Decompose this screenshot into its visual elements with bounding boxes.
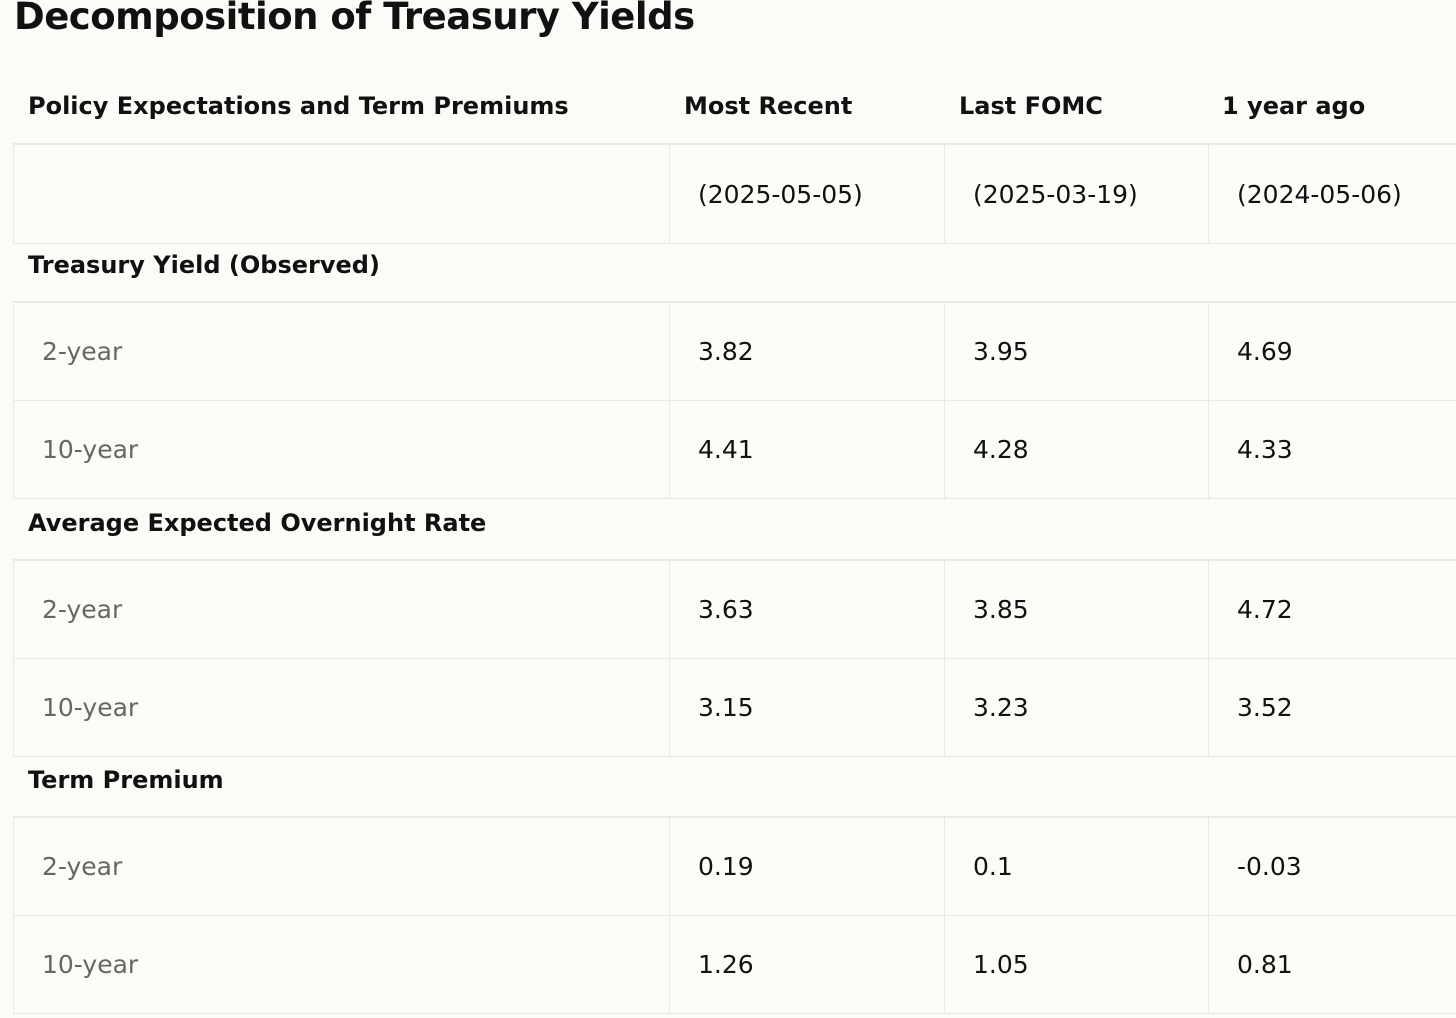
row-label: 10-year — [13, 659, 669, 756]
value-most-recent: 3.15 — [669, 659, 944, 756]
section-label-expected-overnight-rate: Average Expected Overnight Rate — [28, 509, 487, 537]
value-1-year-ago: 0.81 — [1208, 916, 1456, 1013]
value-last-fomc: 4.28 — [944, 401, 1208, 498]
column-header-1-year-ago: 1 year ago — [1222, 92, 1366, 120]
date-most-recent: (2025-05-05) — [669, 145, 944, 243]
value-last-fomc: 3.95 — [944, 303, 1208, 400]
value-1-year-ago: -0.03 — [1208, 818, 1456, 915]
section-term-premium: 2-year 0.19 0.1 -0.03 10-year 1.26 1.05 … — [13, 816, 1456, 1014]
column-header-last-fomc: Last FOMC — [959, 92, 1103, 120]
value-most-recent: 3.63 — [669, 561, 944, 658]
value-1-year-ago: 3.52 — [1208, 659, 1456, 756]
table-row: 10-year 4.41 4.28 4.33 — [13, 401, 1456, 499]
table-row: 2-year 3.82 3.95 4.69 — [13, 303, 1456, 401]
date-row-label-cell — [13, 145, 669, 243]
value-most-recent: 4.41 — [669, 401, 944, 498]
row-label: 2-year — [13, 303, 669, 400]
section-treasury-yield: 2-year 3.82 3.95 4.69 10-year 4.41 4.28 … — [13, 301, 1456, 499]
table-row: 10-year 1.26 1.05 0.81 — [13, 916, 1456, 1014]
table-row: 2-year 3.63 3.85 4.72 — [13, 561, 1456, 659]
date-last-fomc: (2025-03-19) — [944, 145, 1208, 243]
value-most-recent: 3.82 — [669, 303, 944, 400]
value-last-fomc: 3.23 — [944, 659, 1208, 756]
date-1-year-ago: (2024-05-06) — [1208, 145, 1456, 243]
table-row: 10-year 3.15 3.23 3.52 — [13, 659, 1456, 757]
value-1-year-ago: 4.33 — [1208, 401, 1456, 498]
row-label: 2-year — [13, 818, 669, 915]
value-last-fomc: 1.05 — [944, 916, 1208, 1013]
value-1-year-ago: 4.69 — [1208, 303, 1456, 400]
section-expected-overnight-rate: 2-year 3.63 3.85 4.72 10-year 3.15 3.23 … — [13, 559, 1456, 757]
section-label-term-premium: Term Premium — [28, 766, 224, 794]
value-most-recent: 0.19 — [669, 818, 944, 915]
value-last-fomc: 0.1 — [944, 818, 1208, 915]
date-row: (2025-05-05) (2025-03-19) (2024-05-06) — [13, 145, 1456, 244]
section-label-treasury-yield: Treasury Yield (Observed) — [28, 251, 380, 279]
value-1-year-ago: 4.72 — [1208, 561, 1456, 658]
page-title: Decomposition of Treasury Yields — [14, 0, 695, 38]
table-row: 2-year 0.19 0.1 -0.03 — [13, 818, 1456, 916]
row-label: 10-year — [13, 401, 669, 498]
value-most-recent: 1.26 — [669, 916, 944, 1013]
value-last-fomc: 3.85 — [944, 561, 1208, 658]
date-row-block: (2025-05-05) (2025-03-19) (2024-05-06) — [13, 143, 1456, 244]
row-label: 10-year — [13, 916, 669, 1013]
column-header-metric: Policy Expectations and Term Premiums — [28, 92, 569, 120]
column-header-most-recent: Most Recent — [684, 92, 853, 120]
row-label: 2-year — [13, 561, 669, 658]
